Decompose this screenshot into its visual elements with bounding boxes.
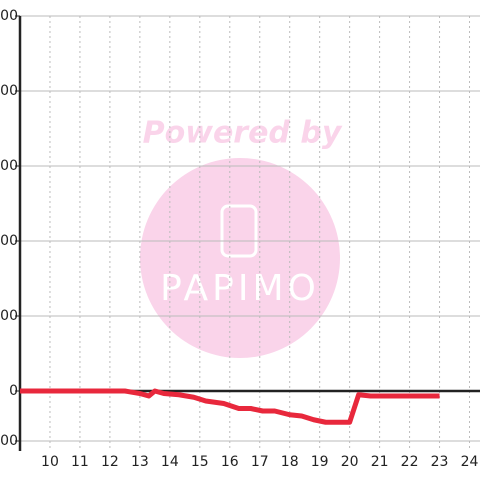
- y-tick-label: 120,000: [0, 83, 18, 99]
- x-tick-label: 13: [131, 454, 149, 470]
- y-tick-label: 150,000: [0, 8, 18, 24]
- x-tick-label: 23: [431, 454, 449, 470]
- series-line: [20, 388, 440, 425]
- x-tick-label: 18: [281, 454, 299, 470]
- y-tick-label: 0: [9, 383, 18, 399]
- watermark-text: Powered by: [143, 116, 343, 151]
- x-tick-label: 12: [101, 454, 119, 470]
- x-tick-label: 11: [71, 454, 89, 470]
- x-tick-label: 16: [221, 454, 239, 470]
- x-tick-label: 20: [341, 454, 359, 470]
- y-tick-label: 90,000: [0, 158, 18, 174]
- x-tick-label: 10: [41, 454, 59, 470]
- watermark-logo: PAPIMO: [160, 268, 320, 309]
- x-tick-label: 15: [191, 454, 209, 470]
- x-tick-label: 22: [401, 454, 419, 470]
- y-tick-label: -20,000: [0, 433, 18, 449]
- x-tick-label: 14: [161, 454, 179, 470]
- x-tick-label: 17: [251, 454, 269, 470]
- watermark: Powered by PAPIMO: [140, 116, 343, 358]
- x-tick-label: 19: [311, 454, 329, 470]
- y-tick-label: 60,000: [0, 233, 18, 249]
- watermark-phone: [220, 204, 258, 258]
- x-tick-label: 24: [461, 454, 479, 470]
- x-tick-label: 21: [371, 454, 389, 470]
- y-tick-label: 30,000: [0, 308, 18, 324]
